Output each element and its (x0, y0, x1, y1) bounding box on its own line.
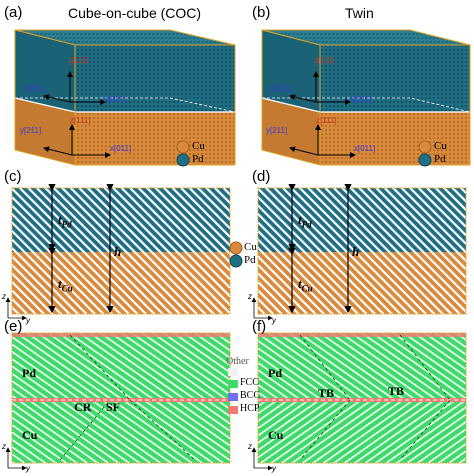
panel-d-label: (d) (252, 168, 271, 185)
f-tb-label-2: TB (388, 384, 405, 398)
f-axis-y: y (272, 464, 276, 473)
panel-a-label: (a) (4, 4, 23, 21)
legend-top-pd-swatch (176, 153, 190, 167)
e-cu-layer-label: Cu (22, 428, 38, 442)
c-axis-y: y (26, 316, 30, 325)
d-t-pd-label: tPd (298, 212, 312, 230)
legend-fcc-swatch (228, 380, 238, 388)
panel-d-cross-section (251, 184, 467, 321)
legend-hcp-swatch (228, 406, 238, 414)
d-axis-z: z (248, 292, 252, 301)
legend-bcc-swatch (228, 393, 238, 401)
legend-fcc-label: FCC (240, 377, 259, 388)
legend-hcp-label: HCP (240, 403, 260, 414)
panel-e-label: (e) (4, 318, 23, 335)
b-cu-z-label: z[111] (316, 116, 337, 125)
panel-f-label: (f) (252, 318, 267, 335)
b-pd-x-label: x[011] (350, 95, 372, 104)
panel-c-cross-section (5, 184, 231, 321)
a-pd-x-label: x[011] (104, 95, 126, 104)
e-axis-z: z (2, 442, 6, 451)
d-h-label: h (352, 244, 360, 259)
legend-top-right-cu-swatch (418, 140, 432, 154)
legend-top-cu-label: Cu (192, 140, 205, 152)
c-t-pd-label: tPd (58, 212, 72, 230)
panel-a-title: Cube-on-cube (COC) (68, 5, 202, 21)
panel-a-crystal-box (14, 29, 236, 166)
panel-b-crystal-box (261, 29, 471, 166)
f-tb-label-1: TB (318, 386, 335, 400)
d-t-cu-label: tCu (298, 276, 313, 294)
e-sf-label: SF (106, 400, 121, 414)
legend-top-right-pd-swatch (418, 153, 432, 167)
panel-b-title: Twin (345, 5, 374, 21)
legend-mid-cu-label: Cu (244, 241, 257, 253)
panel-e-structure-analysis (5, 332, 231, 471)
c-h-label: h (114, 244, 122, 259)
e-axis-y: y (26, 464, 30, 473)
f-axis-z: z (248, 442, 252, 451)
panel-b-label: (b) (252, 4, 271, 21)
d-axis-y: y (272, 316, 276, 325)
c-t-cu-label: tCu (58, 276, 73, 294)
legend-other-label: Other (226, 356, 249, 367)
a-cu-x-label: x[011] (110, 144, 132, 153)
legend-mid-cu-swatch (229, 241, 243, 255)
legend-bcc-label: BCC (240, 390, 261, 401)
f-pd-layer-label: Pd (268, 366, 283, 380)
panel-c-label: (c) (4, 168, 22, 185)
a-cu-y-label: y[211] (20, 126, 42, 135)
a-pd-y-label: y[211] (24, 84, 46, 93)
legend-mid-pd-swatch (229, 254, 243, 268)
f-cu-layer-label: Cu (268, 428, 284, 442)
b-pd-z-label: z[111] (314, 56, 335, 65)
e-cr-label: CR (74, 400, 92, 414)
c-axis-z: z (2, 292, 6, 301)
legend-top-cu-swatch (176, 140, 190, 154)
b-cu-x-label: x[011] (354, 144, 376, 153)
b-cu-y-label: y[211] (266, 126, 288, 135)
e-pd-layer-label: Pd (22, 366, 37, 380)
legend-top-right-cu-label: Cu (434, 140, 447, 152)
a-cu-z-label: z[111] (70, 116, 91, 125)
b-pd-y-label: y[211] (270, 84, 292, 93)
panel-f-structure-analysis (251, 332, 467, 471)
legend-mid-pd-label: Pd (244, 254, 256, 266)
legend-top-pd-label: Pd (192, 153, 204, 165)
legend-other-swatch (228, 368, 238, 376)
legend-top-right-pd-label: Pd (434, 153, 446, 165)
a-pd-z-label: z[111] (68, 56, 89, 65)
